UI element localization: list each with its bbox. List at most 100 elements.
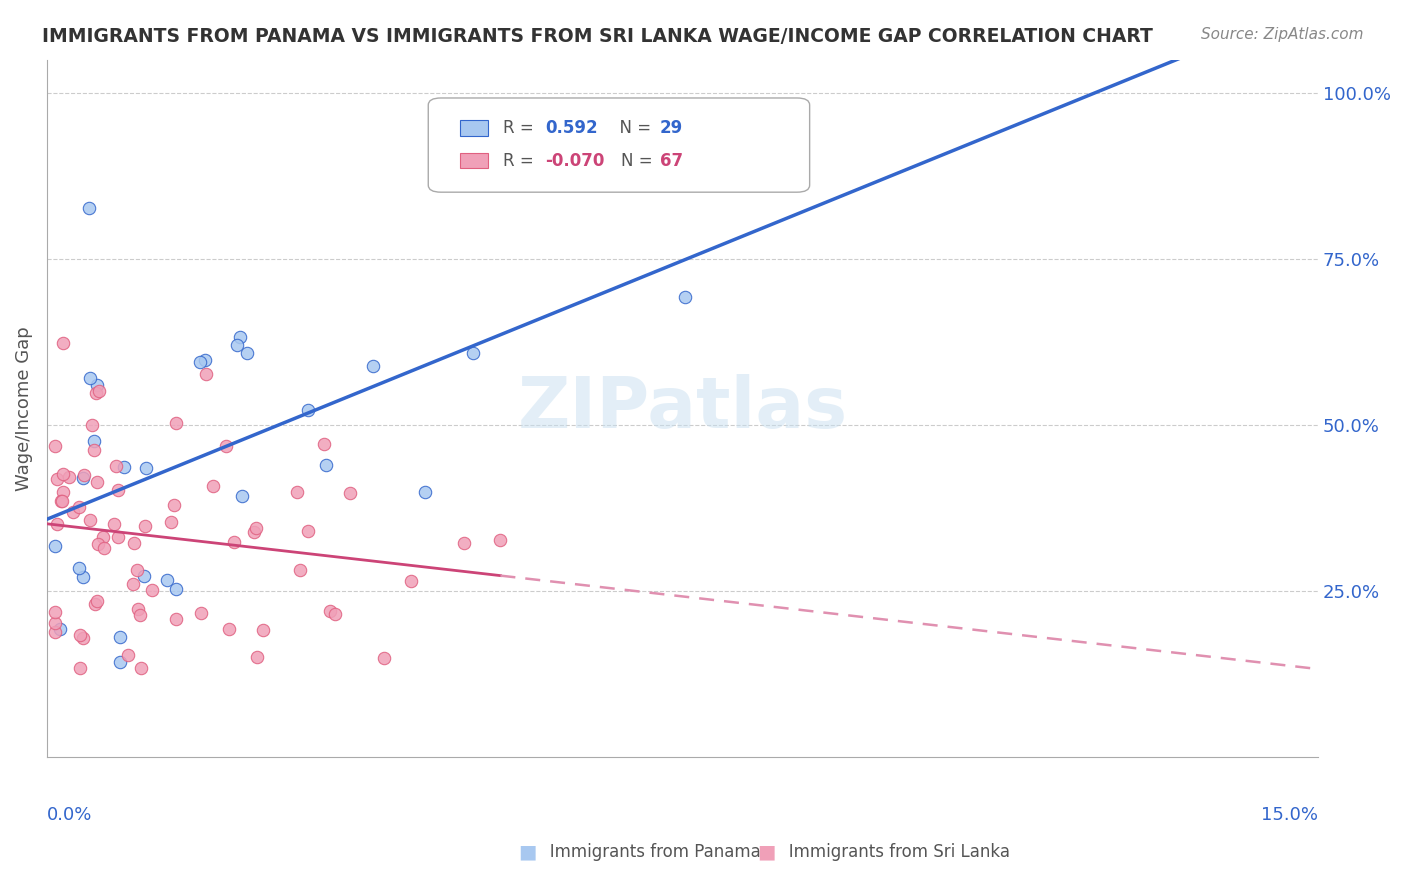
- Text: ZIPatlas: ZIPatlas: [517, 374, 848, 443]
- Point: [252, 623, 274, 637]
- Point: [89, 384, 111, 398]
- Point: [108, 630, 131, 644]
- Point: [246, 649, 269, 664]
- FancyBboxPatch shape: [429, 98, 810, 192]
- Point: [202, 479, 225, 493]
- Point: [67, 500, 90, 515]
- Point: [82, 418, 104, 433]
- Point: [107, 483, 129, 498]
- Point: [141, 582, 163, 597]
- Text: R =: R =: [503, 119, 544, 137]
- Point: [236, 346, 259, 360]
- Point: [243, 524, 266, 539]
- Point: [58, 470, 80, 484]
- Point: [83, 434, 105, 449]
- Point: [51, 494, 73, 508]
- Point: [218, 622, 240, 636]
- Point: [489, 533, 512, 548]
- Point: [156, 573, 179, 587]
- Point: [79, 371, 101, 385]
- Point: [323, 607, 346, 621]
- Point: [287, 484, 309, 499]
- Text: Immigrants from Sri Lanka: Immigrants from Sri Lanka: [773, 843, 1011, 861]
- Point: [51, 336, 73, 351]
- Point: [190, 606, 212, 620]
- Point: [83, 597, 105, 611]
- Point: [160, 515, 183, 529]
- Point: [229, 330, 252, 344]
- Point: [86, 594, 108, 608]
- Point: [673, 290, 696, 304]
- Point: [165, 416, 187, 430]
- Text: -0.070: -0.070: [546, 152, 605, 169]
- Point: [84, 385, 107, 400]
- Text: IMMIGRANTS FROM PANAMA VS IMMIGRANTS FROM SRI LANKA WAGE/INCOME GAP CORRELATION : IMMIGRANTS FROM PANAMA VS IMMIGRANTS FRO…: [42, 27, 1153, 45]
- Text: 0.592: 0.592: [546, 119, 598, 137]
- Point: [69, 628, 91, 642]
- Point: [87, 537, 110, 551]
- Point: [48, 622, 70, 636]
- Text: 67: 67: [659, 152, 683, 169]
- Text: ■: ■: [756, 842, 776, 862]
- Point: [73, 467, 96, 482]
- Point: [127, 563, 149, 577]
- Point: [72, 570, 94, 584]
- Point: [86, 475, 108, 489]
- Point: [86, 378, 108, 392]
- Point: [79, 513, 101, 527]
- Point: [319, 603, 342, 617]
- Point: [415, 485, 437, 500]
- Point: [373, 651, 395, 665]
- FancyBboxPatch shape: [460, 153, 488, 169]
- Text: ■: ■: [517, 842, 537, 862]
- Text: 15.0%: 15.0%: [1261, 806, 1319, 824]
- Point: [91, 530, 114, 544]
- Point: [72, 471, 94, 485]
- Text: N =: N =: [609, 119, 657, 137]
- Point: [399, 574, 422, 589]
- Text: Immigrants from Panama: Immigrants from Panama: [534, 843, 761, 861]
- Point: [315, 458, 337, 473]
- Point: [104, 458, 127, 473]
- Point: [297, 402, 319, 417]
- Point: [193, 353, 215, 368]
- Point: [135, 460, 157, 475]
- Point: [107, 530, 129, 544]
- Point: [165, 582, 187, 596]
- FancyBboxPatch shape: [460, 120, 488, 136]
- Point: [52, 467, 75, 481]
- Point: [165, 612, 187, 626]
- Point: [215, 439, 238, 453]
- Point: [132, 569, 155, 583]
- Point: [44, 539, 66, 553]
- Point: [52, 485, 75, 500]
- Point: [45, 472, 67, 486]
- Point: [46, 517, 69, 532]
- Text: 0.0%: 0.0%: [46, 806, 93, 824]
- Point: [288, 563, 311, 577]
- Point: [461, 346, 484, 360]
- Point: [83, 443, 105, 458]
- Point: [44, 440, 66, 454]
- Text: Source: ZipAtlas.com: Source: ZipAtlas.com: [1201, 27, 1364, 42]
- Point: [79, 202, 101, 216]
- Point: [108, 655, 131, 669]
- Point: [194, 367, 217, 381]
- Point: [128, 607, 150, 622]
- Point: [44, 605, 66, 619]
- Text: 29: 29: [659, 119, 683, 137]
- Point: [44, 616, 66, 631]
- Point: [163, 498, 186, 512]
- Point: [297, 524, 319, 539]
- Text: R =: R =: [503, 152, 540, 169]
- Point: [122, 576, 145, 591]
- Point: [224, 535, 246, 549]
- Point: [231, 489, 253, 503]
- Point: [44, 624, 66, 639]
- Point: [72, 632, 94, 646]
- Point: [69, 661, 91, 675]
- Point: [134, 519, 156, 533]
- Point: [67, 561, 90, 575]
- Point: [226, 337, 249, 351]
- Point: [51, 494, 73, 508]
